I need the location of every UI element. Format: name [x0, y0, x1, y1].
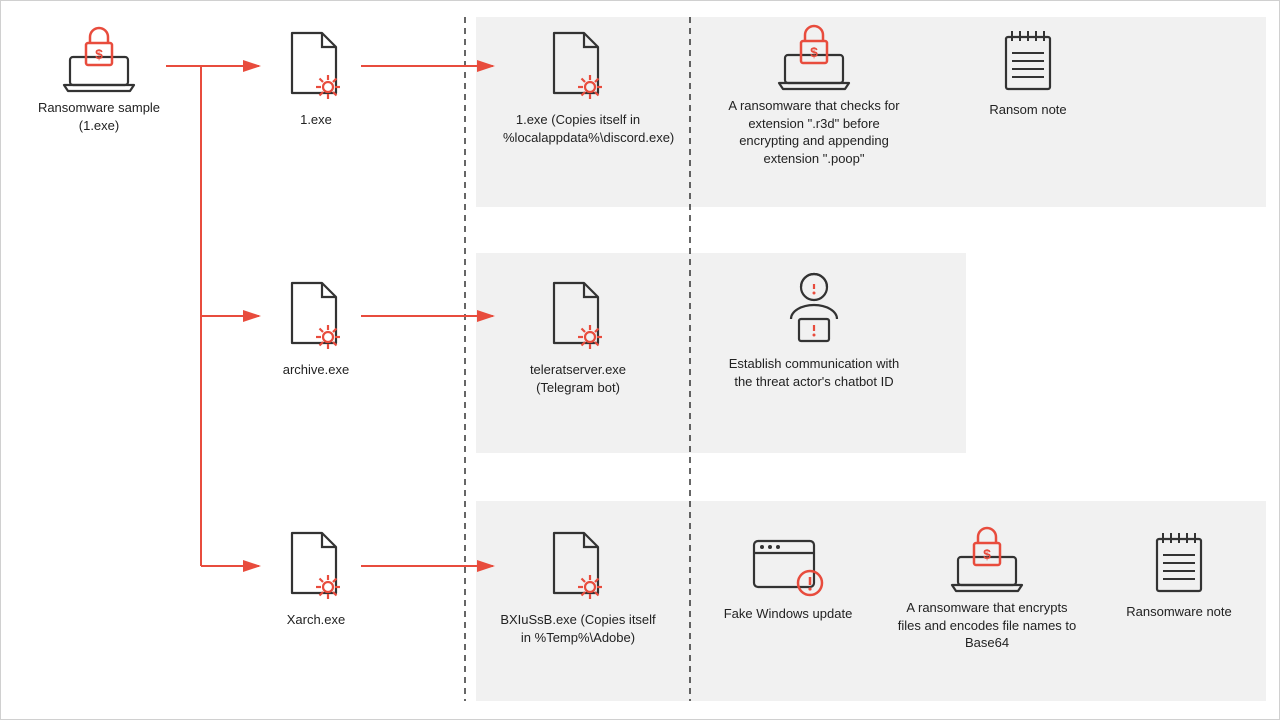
- node-r2-s2: Ransomware note: [1109, 529, 1249, 621]
- r2-s1-label: A ransomware that encrypts files and enc…: [897, 599, 1077, 652]
- node-copy-1: teleratserver.exe (Telegram bot): [503, 281, 653, 396]
- svg-text:$: $: [983, 546, 991, 562]
- arrow-d1-c1: [361, 309, 501, 323]
- r0-s0-label: A ransomware that checks for extension "…: [719, 97, 909, 167]
- diagram-frame: $ Ransomware sample (1.exe) 1.exe: [0, 0, 1280, 720]
- svg-text:$: $: [810, 44, 818, 60]
- node-r2-s1: $ A ransomware that encrypts files and e…: [897, 525, 1077, 652]
- file-gear-icon: [284, 31, 348, 105]
- copy-0-label: 1.exe (Copies itself in %localappdata%\d…: [503, 111, 653, 146]
- file-gear-icon: [284, 531, 348, 605]
- node-r1-s0: Establish communication with the threat …: [719, 271, 909, 390]
- window-alert-icon: [750, 535, 826, 599]
- note-icon: [1149, 529, 1209, 597]
- node-drop-1: archive.exe: [261, 281, 371, 379]
- threat-actor-icon: [777, 271, 851, 349]
- branch-tree: [1, 1, 271, 721]
- r0-s1-label: Ransom note: [963, 101, 1093, 119]
- drop-0-label: 1.exe: [261, 111, 371, 129]
- node-copy-2: BXIuSsB.exe (Copies itself in %Temp%\Ado…: [497, 531, 659, 646]
- node-drop-0: 1.exe: [261, 31, 371, 129]
- file-gear-icon: [284, 281, 348, 355]
- node-r2-s0: Fake Windows update: [713, 535, 863, 623]
- copy-1-label: teleratserver.exe (Telegram bot): [503, 361, 653, 396]
- note-icon: [998, 27, 1058, 95]
- ransom-laptop-icon: $: [948, 525, 1026, 593]
- node-drop-2: Xarch.exe: [261, 531, 371, 629]
- r2-s0-label: Fake Windows update: [713, 605, 863, 623]
- node-copy-0: 1.exe (Copies itself in %localappdata%\d…: [503, 31, 653, 146]
- file-gear-icon: [546, 281, 610, 355]
- divider-2: [689, 17, 691, 701]
- arrow-d0-c0: [361, 59, 501, 73]
- drop-1-label: archive.exe: [261, 361, 371, 379]
- divider-1: [464, 17, 466, 701]
- r2-s2-label: Ransomware note: [1109, 603, 1249, 621]
- ransom-laptop-icon: $: [775, 23, 853, 91]
- drop-2-label: Xarch.exe: [261, 611, 371, 629]
- node-r0-s1: Ransom note: [963, 27, 1093, 119]
- arrow-d2-c2: [361, 559, 501, 573]
- file-gear-icon: [546, 531, 610, 605]
- r1-s0-label: Establish communication with the threat …: [719, 355, 909, 390]
- copy-2-label: BXIuSsB.exe (Copies itself in %Temp%\Ado…: [497, 611, 659, 646]
- node-r0-s0: $ A ransomware that checks for extension…: [719, 23, 909, 167]
- file-gear-icon: [546, 31, 610, 105]
